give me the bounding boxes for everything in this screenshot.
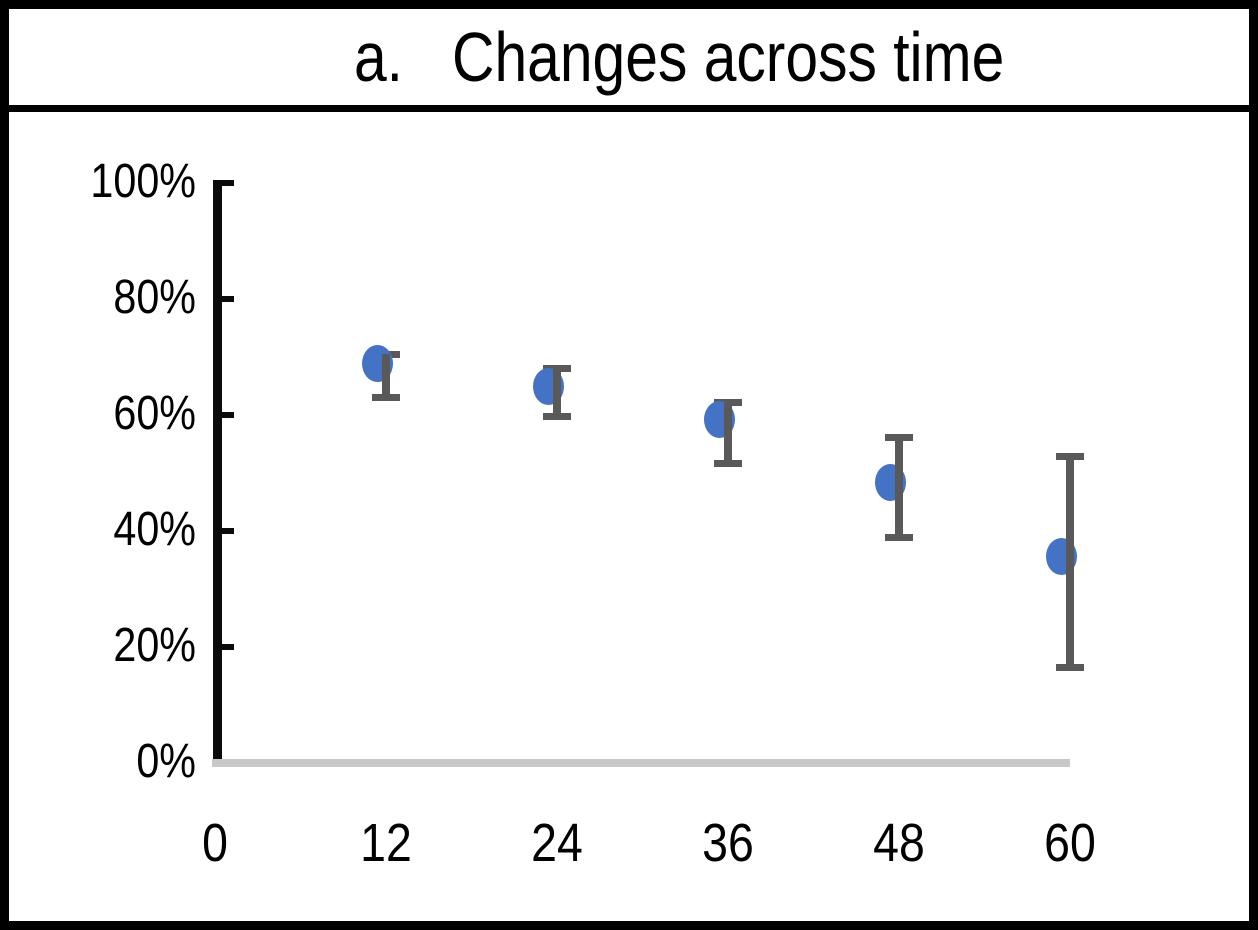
chart-title: a. Changes across time bbox=[353, 18, 1005, 96]
error-bar-line bbox=[381, 354, 390, 397]
y-axis-line bbox=[213, 180, 222, 760]
error-cap-bottom bbox=[713, 459, 742, 467]
y-tick-label: 0% bbox=[136, 735, 196, 789]
error-bar-line bbox=[552, 368, 561, 417]
x-tick-label: 0 bbox=[201, 813, 228, 873]
x-tick-label: 12 bbox=[359, 813, 412, 873]
x-baseline bbox=[212, 759, 1070, 767]
y-tick-label: 20% bbox=[113, 619, 196, 673]
y-axis-tick bbox=[222, 528, 234, 534]
y-axis-tick bbox=[222, 644, 234, 650]
error-cap-bottom bbox=[884, 534, 913, 542]
x-tick-label: 24 bbox=[530, 813, 583, 873]
y-tick-label: 40% bbox=[113, 503, 196, 557]
x-tick-label: 48 bbox=[872, 813, 925, 873]
x-tick-label: 60 bbox=[1043, 813, 1096, 873]
x-tick-label: 36 bbox=[701, 813, 754, 873]
y-tick-label: 100% bbox=[90, 155, 196, 209]
y-tick-label: 60% bbox=[113, 387, 196, 441]
error-bar-line bbox=[723, 402, 732, 464]
title-separator bbox=[0, 105, 1258, 112]
y-axis-tick bbox=[222, 412, 234, 418]
error-bar-line bbox=[1065, 456, 1074, 668]
y-tick-label: 80% bbox=[113, 271, 196, 325]
y-axis-tick bbox=[222, 180, 234, 186]
error-cap-bottom bbox=[542, 412, 571, 420]
title-band: a. Changes across time bbox=[9, 9, 1249, 111]
error-cap-bottom bbox=[371, 393, 400, 401]
y-axis-tick bbox=[222, 296, 234, 302]
error-bar-line bbox=[894, 437, 903, 538]
error-cap-bottom bbox=[1055, 664, 1084, 672]
